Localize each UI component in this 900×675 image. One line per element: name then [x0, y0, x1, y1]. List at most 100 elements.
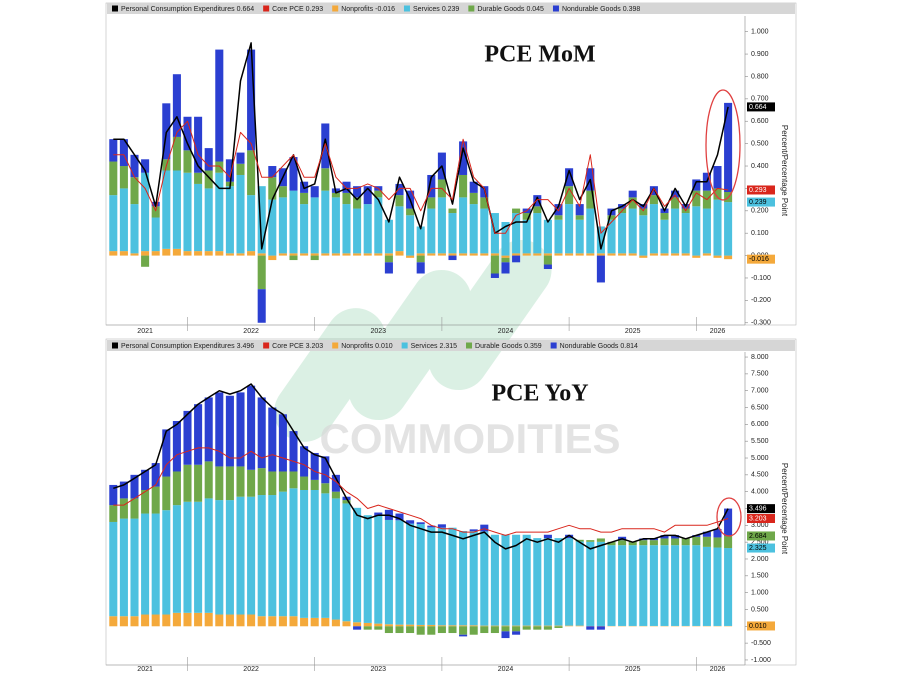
bar-segment — [204, 170, 213, 189]
y-tick-label: 7.000 — [751, 388, 769, 395]
bar-segment — [194, 612, 203, 627]
bar-segment — [554, 215, 563, 220]
value-tag-label: 3.203 — [749, 515, 767, 522]
bar-segment — [236, 392, 245, 467]
bar-segment — [162, 476, 171, 511]
bar-segment — [512, 208, 521, 214]
bar-segment — [522, 625, 531, 627]
legend-swatch — [466, 342, 473, 349]
bar-segment — [649, 540, 658, 546]
bar-segment — [374, 626, 383, 630]
bar-segment — [596, 253, 605, 256]
bar-segment — [459, 626, 468, 635]
bar-segment — [618, 213, 627, 254]
bar-segment — [321, 123, 330, 169]
bar-segment — [130, 154, 139, 178]
bar-segment — [543, 253, 552, 256]
bar-segment — [480, 531, 489, 626]
y-tick-label: 0.800 — [751, 73, 769, 80]
bar-segment — [586, 626, 595, 630]
bar-segment — [215, 614, 224, 627]
bar-segment — [172, 471, 181, 506]
bar-segment — [522, 213, 531, 220]
y-tick-label: 5.500 — [751, 438, 769, 445]
bar-segment — [342, 204, 351, 254]
bar-segment — [596, 226, 605, 254]
bar-segment — [416, 226, 425, 254]
bar-segment — [162, 170, 171, 249]
bar-segment — [522, 253, 531, 256]
bar-segment — [289, 157, 298, 191]
bar-segment — [247, 469, 256, 497]
bar-segment — [575, 541, 584, 626]
bar-segment — [480, 186, 489, 198]
bar-segment — [427, 174, 436, 198]
bar-segment — [183, 410, 192, 465]
bar-segment — [395, 183, 404, 196]
bar-segment — [257, 186, 266, 254]
legend-swatch — [332, 342, 339, 349]
bar-segment — [130, 204, 139, 254]
y-tick-label: 1.500 — [751, 573, 769, 580]
bar-segment — [331, 197, 340, 254]
bar-segment — [109, 251, 118, 256]
bar-segment — [395, 251, 404, 256]
bar-segment — [671, 208, 680, 254]
bar-segment — [247, 614, 256, 627]
bar-segment — [554, 538, 563, 626]
bar-segment — [543, 219, 552, 254]
bar-segment — [236, 163, 245, 175]
bar-segment — [437, 524, 446, 528]
bar-segment — [533, 213, 542, 254]
y-tick-label: 4.000 — [751, 489, 769, 496]
bar-segment — [353, 197, 362, 209]
bar-segment — [565, 538, 574, 626]
bar-segment — [490, 625, 499, 627]
bar-segment — [459, 634, 468, 637]
bar-segment — [268, 495, 277, 617]
bar-segment — [713, 547, 722, 626]
bar-segment — [363, 622, 372, 627]
bar-segment — [628, 197, 637, 209]
bar-segment — [384, 255, 393, 263]
bar-segment — [151, 206, 160, 218]
bar-segment — [289, 616, 298, 627]
legend-swatch — [112, 342, 118, 349]
bar-segment — [406, 626, 415, 634]
bar-segment — [119, 616, 128, 627]
bar-segment — [416, 523, 425, 625]
y-tick-label: -1.000 — [751, 657, 771, 664]
bar-segment — [172, 248, 181, 256]
bar-segment — [512, 626, 521, 632]
bar-segment — [501, 626, 510, 632]
bar-segment — [109, 505, 118, 522]
bar-segment — [490, 253, 499, 256]
bar-segment — [384, 253, 393, 256]
bar-segment — [459, 253, 468, 256]
bar-segment — [459, 174, 468, 198]
bar-segment — [649, 204, 658, 254]
bar-segment — [172, 612, 181, 627]
bar-segment — [713, 199, 722, 256]
bar-segment — [501, 631, 510, 639]
legend-value: 2.315 — [439, 343, 457, 350]
bar-segment — [448, 253, 457, 256]
bar-segment — [501, 625, 510, 627]
bar-segment — [416, 262, 425, 274]
bar-segment — [183, 172, 192, 252]
y-tick-label: 4.500 — [751, 472, 769, 479]
bar-segment — [183, 612, 192, 627]
bar-segment — [289, 471, 298, 489]
bar-segment — [278, 186, 287, 198]
bar-segment — [310, 186, 319, 198]
legend-name: Core PCE — [272, 343, 304, 350]
bar-segment — [374, 197, 383, 254]
bar-segment — [130, 616, 139, 627]
bar-segment — [501, 534, 510, 626]
bar-segment — [384, 519, 393, 625]
bar-segment — [310, 617, 319, 627]
bar-segment — [172, 136, 181, 171]
y-tick-label: 0.700 — [751, 96, 769, 103]
bar-segment — [543, 534, 552, 539]
